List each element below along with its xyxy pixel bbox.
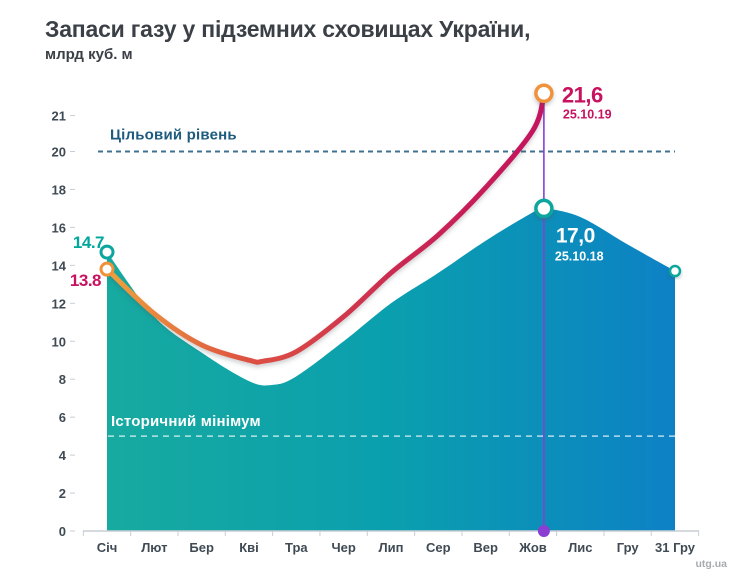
date-label-2019-end: 25.10.19 [563, 107, 612, 121]
line-series-2019 [104, 90, 547, 365]
y-axis-label: 4 [59, 448, 67, 463]
y-axis-label: 12 [52, 296, 66, 311]
value-label-2019-start: 13.8 [70, 271, 101, 290]
chart-header: Запаси газу у підземних сховищах України… [45, 16, 530, 63]
historical-min-label: Історичний мінімум [111, 413, 261, 430]
value-label-2019-end: 21,6 [562, 82, 603, 107]
y-axis-label: 2 [59, 486, 66, 501]
y-axis-label: 18 [52, 182, 66, 197]
value-label-2018-peak: 17,0 [556, 224, 595, 247]
x-axis-label: Кві [239, 540, 259, 555]
x-axis-label: Бер [189, 540, 214, 555]
y-axis-label: 14 [52, 258, 67, 273]
y-axis-label: 16 [52, 220, 66, 235]
watermark: utg.ua [696, 558, 728, 570]
y-axis-label: 21 [52, 109, 66, 124]
x-axis-label: Сер [426, 540, 451, 555]
y-axis-label: 8 [59, 372, 66, 387]
date-label-2018-peak: 25.10.18 [555, 249, 604, 263]
value-label-2018-start: 14.7 [73, 233, 104, 252]
x-axis-label: Чер [332, 540, 356, 555]
marker-2019-end [534, 83, 554, 104]
chart-title: Запаси газу у підземних сховищах України… [45, 16, 531, 42]
x-axis-label: Тра [285, 540, 308, 555]
marker-2018-end [668, 264, 682, 278]
annotation-dot [537, 525, 550, 537]
y-axis-label: 6 [59, 410, 66, 425]
chart-units-subtitle: млрд куб. м [45, 46, 133, 63]
x-axis-label: Лип [379, 540, 404, 555]
x-axis-label: 31 Гру [655, 540, 696, 555]
area-series-2018 [107, 207, 675, 532]
target-level-label: Цільовий рівень [110, 127, 237, 144]
y-axis-label: 0 [59, 524, 66, 539]
x-axis-label: Вер [473, 540, 498, 555]
x-axis-label: Лис [568, 540, 592, 555]
marker-2019-start [99, 261, 115, 277]
x-axis-label: Січ [97, 540, 118, 555]
y-axis-label: 10 [52, 334, 66, 349]
x-axis-label: Жов [518, 540, 547, 555]
marker-2018-peak [534, 198, 554, 219]
x-axis-label: Гру [617, 540, 640, 555]
x-axis-label: Лют [141, 540, 167, 555]
y-axis-label: 20 [52, 145, 66, 160]
marker-2018-start [99, 244, 115, 260]
